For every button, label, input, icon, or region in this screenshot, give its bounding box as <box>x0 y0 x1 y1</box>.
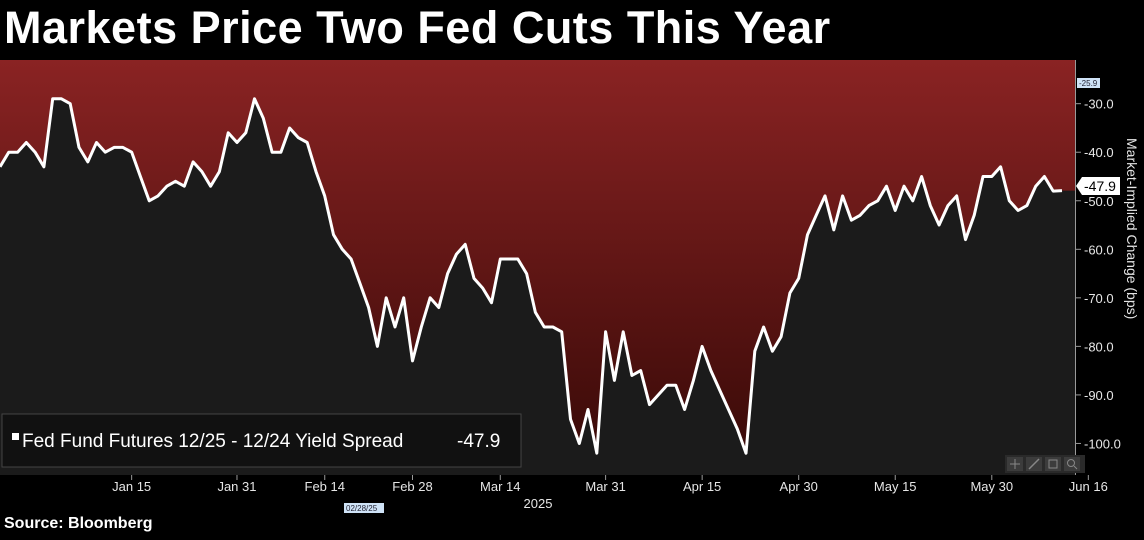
x-tick-label: Jun 16 <box>1069 479 1108 494</box>
chart-toolbar <box>1005 455 1085 473</box>
x-axis-ticks: Jan 15 Jan 31 Feb 14 Feb 28 Mar 14 Mar 31 Apr … <box>112 475 1108 494</box>
x-tick-label: May 30 <box>970 479 1013 494</box>
save-icon[interactable] <box>1045 457 1061 471</box>
y-tick-label: -70.0 <box>1084 291 1114 306</box>
y-tick-label: -100.0 <box>1084 436 1121 451</box>
x-tick-label: Mar 14 <box>480 479 520 494</box>
top-value-marker: -25.9 <box>1077 78 1100 88</box>
series-line <box>0 97 1063 455</box>
x-tick-label: Jan 31 <box>217 479 256 494</box>
y-tick-label: -50.0 <box>1084 194 1114 209</box>
x-tick-label: May 15 <box>874 479 917 494</box>
shaded-area <box>0 60 1075 454</box>
legend-value: -47.9 <box>457 431 500 452</box>
x-axis-year-label: 2025 <box>524 496 553 511</box>
y-tick-label: -80.0 <box>1084 339 1114 354</box>
x-tick-label: Apr 30 <box>780 479 818 494</box>
x-tick-label: Jan 15 <box>112 479 151 494</box>
y-tick-label: -30.0 <box>1084 97 1114 112</box>
y-tick-label: -40.0 <box>1084 145 1114 160</box>
y-tick-label: -90.0 <box>1084 388 1114 403</box>
y-axis-ticks: -30.0 -40.0 -50.0 -60.0 -70.0 -80.0 -90.0 -100.… <box>1075 97 1121 451</box>
x-tick-label: Feb 14 <box>305 479 345 494</box>
draw-icon[interactable] <box>1026 457 1042 471</box>
x-tick-label: Mar 31 <box>585 479 625 494</box>
x-tick-label: Apr 15 <box>683 479 721 494</box>
legend: Fed Fund Futures 12/25 - 12/24 Yield Spr… <box>1 413 522 468</box>
svg-text:-25.9: -25.9 <box>1079 79 1098 88</box>
source-note: Source: Bloomberg <box>4 515 153 532</box>
crosshair-icon[interactable] <box>1007 457 1023 471</box>
legend-series-name: Fed Fund Futures 12/25 - 12/24 Yield Spr… <box>22 431 403 452</box>
crosshair-date-label: 02/28/25 <box>344 503 384 513</box>
zoom-icon[interactable] <box>1064 457 1080 471</box>
y-axis-label: Market-Implied Change (bps) <box>1124 138 1140 319</box>
y-tick-label: -60.0 <box>1084 242 1114 257</box>
chart-title: Markets Price Two Fed Cuts This Year <box>4 2 831 53</box>
last-value-badge: -47.9 <box>1076 177 1120 195</box>
svg-text:-47.9: -47.9 <box>1084 178 1116 194</box>
svg-text:02/28/25: 02/28/25 <box>346 504 378 513</box>
x-tick-label: Feb 28 <box>392 479 432 494</box>
legend-swatch <box>12 433 19 440</box>
